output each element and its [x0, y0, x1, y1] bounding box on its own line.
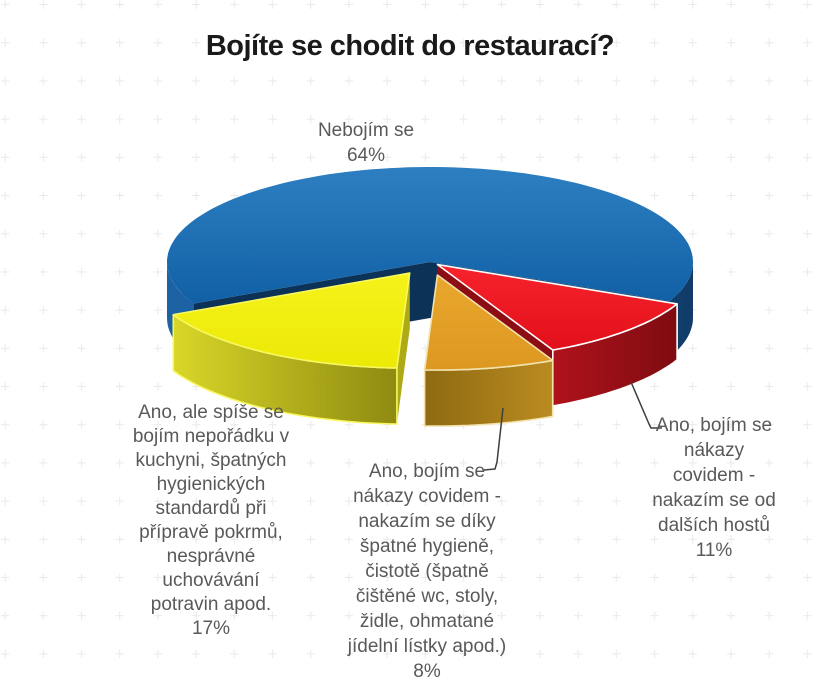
chart-title: Bojíte se chodit do restaurací? — [205, 30, 615, 62]
label-ano-neporadek: Ano, ale spíše se bojím nepořádku v kuch… — [132, 402, 290, 639]
slice-top — [167, 167, 693, 304]
leader-line-ano-covid-hygiena — [483, 407, 504, 471]
slice-top — [423, 274, 554, 371]
slice-top — [436, 263, 678, 351]
leader-line-ano-covid-hoste — [630, 381, 662, 429]
label-nebojim-se: Nebojím se 64% — [317, 120, 415, 166]
slice-top — [172, 272, 411, 369]
pie-slice-ano-neporadek — [172, 272, 411, 425]
pie-slice-ano-covid-hygiena — [423, 274, 554, 427]
label-ano-covid-hoste: Ano, bojím se nákazy covidem - nakazím s… — [652, 415, 776, 561]
label-ano-covid-hygiena: Ano, bojím se nákazy covidem - nakazím s… — [347, 461, 507, 682]
